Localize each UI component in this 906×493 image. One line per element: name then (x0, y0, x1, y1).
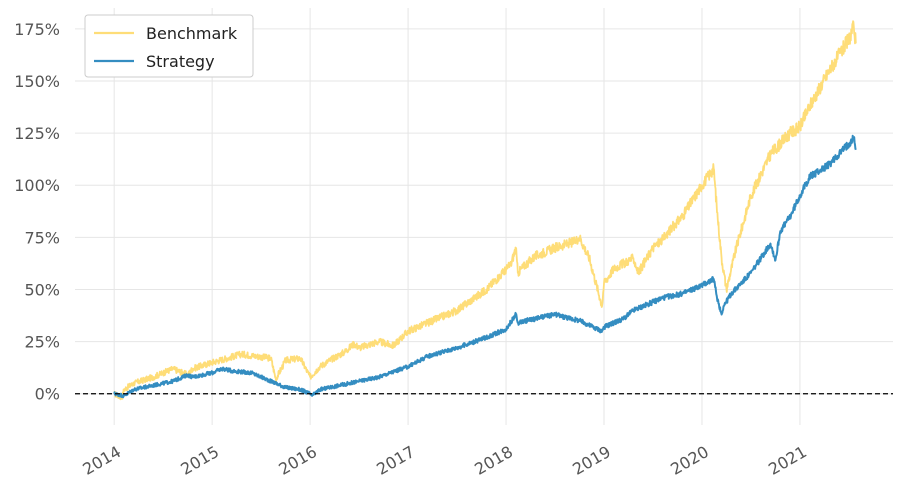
y-tick-label: 125% (14, 124, 60, 143)
series-line-strategy (113, 134, 857, 399)
y-tick-label: 150% (14, 72, 60, 91)
series-lines (113, 20, 857, 401)
y-tick-label: 75% (24, 228, 60, 247)
x-tick-label: 2019 (569, 442, 614, 479)
x-tick-label: 2015 (177, 442, 222, 479)
legend-label-strategy: Strategy (146, 52, 215, 71)
y-tick-label: 100% (14, 176, 60, 195)
x-tick-label: 2014 (79, 442, 124, 479)
y-tick-label: 25% (24, 333, 60, 352)
x-tick-label: 2018 (471, 442, 516, 479)
y-tick-label: 175% (14, 20, 60, 39)
y-tick-label: 50% (24, 280, 60, 299)
x-axis-tick-labels: 2014 2015 2016 2017 2018 2019 2020 2021 (79, 442, 810, 479)
legend-label-benchmark: Benchmark (146, 24, 238, 43)
y-axis-tick-labels: 0% 25% 50% 75% 100% 125% 150% 175% (14, 20, 60, 404)
x-tick-label: 2020 (667, 442, 712, 479)
x-tick-label: 2016 (275, 442, 320, 479)
x-tick-label: 2017 (373, 442, 418, 479)
gridlines (75, 8, 893, 425)
series-line-benchmark (113, 20, 857, 401)
legend: Benchmark Strategy (84, 14, 254, 78)
y-tick-label: 0% (35, 385, 60, 404)
x-tick-label: 2021 (765, 442, 810, 479)
